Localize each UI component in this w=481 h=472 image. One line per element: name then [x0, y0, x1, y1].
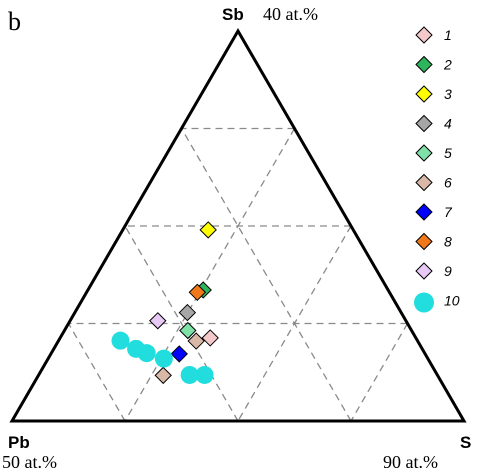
legend-label-4: 4	[444, 116, 452, 132]
vertex-range-bottom-right: 90 at.%	[383, 452, 438, 472]
legend-marker-10	[414, 292, 434, 313]
point-series-6-1	[187, 332, 205, 350]
grid-line-6	[237, 225, 352, 422]
legend-label-5: 5	[444, 145, 452, 161]
legend: 1 2 3 4 5 6 7 8 9 10	[414, 26, 460, 313]
point-series-7-1	[170, 345, 188, 363]
point-series-3-1	[199, 221, 217, 239]
point-series-6-2	[154, 366, 172, 385]
point-series-10-4	[180, 365, 199, 384]
grid-line-9	[124, 128, 296, 422]
legend-marker-8	[415, 232, 433, 251]
legend-label-7: 7	[444, 204, 453, 220]
grid-line-8	[67, 323, 126, 422]
grid-lines	[67, 127, 409, 422]
legend-label-3: 3	[444, 86, 452, 102]
legend-label-8: 8	[444, 234, 452, 250]
point-series-5-1	[179, 321, 197, 340]
grid-line-3	[350, 323, 409, 422]
vertex-label-top: Sb	[222, 5, 244, 24]
point-series-10-3	[154, 349, 173, 368]
grid-line-5	[124, 225, 239, 422]
point-series-10-6	[127, 339, 146, 358]
legend-marker-4	[415, 114, 433, 133]
legend-marker-1	[415, 26, 433, 44]
legend-label-10: 10	[444, 293, 460, 309]
point-series-10-1	[111, 331, 130, 350]
legend-marker-2	[415, 55, 433, 74]
point-series-8-1	[188, 283, 207, 302]
vertex-range-top: 40 at.%	[263, 4, 318, 24]
panel-label: b	[8, 7, 21, 36]
legend-marker-5	[415, 144, 433, 162]
point-series-4-1	[178, 303, 197, 322]
ternary-frame	[9, 28, 467, 423]
legend-label-9: 9	[444, 263, 452, 279]
vertex-range-bottom-left: 50 at.%	[2, 452, 57, 472]
point-series-1-1	[201, 329, 219, 347]
point-series-10-5	[195, 365, 214, 384]
grid-line-2	[180, 128, 352, 422]
legend-marker-6	[415, 173, 433, 192]
vertex-label-bottom-right: S	[460, 433, 471, 452]
legend-label-6: 6	[444, 175, 452, 191]
legend-label-1: 1	[444, 27, 452, 43]
vertex-label-bottom-left: Pb	[8, 433, 30, 452]
legend-marker-9	[415, 262, 433, 280]
legend-marker-7	[415, 203, 433, 221]
legend-label-2: 2	[443, 57, 452, 73]
point-series-9-1	[149, 312, 167, 330]
legend-marker-3	[415, 85, 433, 103]
data-points	[111, 221, 219, 385]
